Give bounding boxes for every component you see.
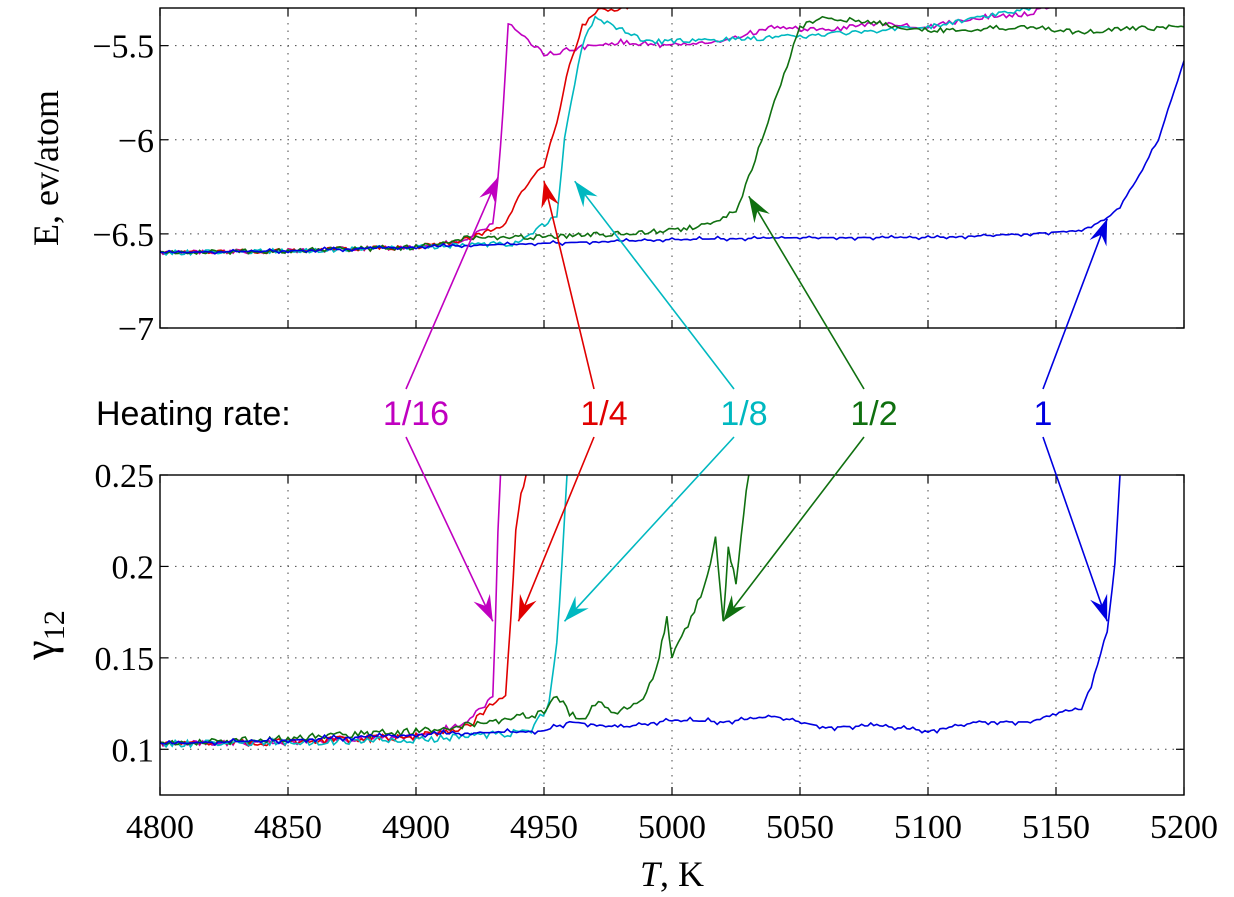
bottom-axes-box	[159, 474, 1185, 796]
top-ticks	[159, 8, 1185, 329]
x-tick-label: 5200	[1150, 809, 1218, 846]
top-series	[160, 8, 1184, 257]
series-line-1-16	[160, 8, 1052, 256]
bottom-y-tick-labels: 0.25 0.2 0.15 0.1	[95, 458, 155, 769]
heating-rate-annotation: Heating rate: 1/16 1/4 1/8 1/2 1	[96, 177, 1108, 622]
top-grid	[160, 8, 1184, 328]
y-tick-label: −7	[118, 311, 154, 348]
bottom-y-axis-label: γ12	[15, 610, 71, 660]
y-tick-label: 0.15	[95, 641, 155, 678]
y-tick-label: 0.1	[112, 732, 155, 769]
arrow-bottom-1-head	[1090, 593, 1108, 622]
x-tick-label: 4800	[126, 809, 194, 846]
arrow-bottom-1-8-head	[564, 596, 589, 622]
y-tick-label: 0.25	[95, 458, 155, 495]
arrow-top-1-2	[748, 195, 865, 390]
bottom-panel: 0.25 0.2 0.15 0.1 4800 4850 4900 4950 5000 5050 5…	[15, 458, 1218, 894]
y-tick-label: −5.5	[92, 29, 154, 66]
arrow-bottom-1-16-head	[473, 593, 493, 622]
series-line-1-4	[160, 475, 527, 747]
arrow-top-1-head	[1089, 218, 1108, 247]
y-tick-label: 0.2	[112, 549, 155, 586]
series-line-1-16	[160, 475, 502, 747]
arrow-bottom-1-4	[517, 436, 595, 622]
arrow-top-1-4	[543, 180, 595, 390]
series-line-1-8	[160, 8, 1036, 257]
heating-rate-label-1: 1	[1034, 395, 1053, 433]
series-line-1	[160, 60, 1184, 255]
heating-rate-label-1-4: 1/4	[580, 395, 627, 433]
x-tick-label: 5000	[638, 809, 706, 846]
series-line-1-2	[160, 15, 1184, 256]
top-panel: −5.5 −6 −6.5 −7 E, ev/atom	[26, 7, 1185, 348]
arrow-bottom-1-2-head	[723, 595, 747, 622]
y-tick-label: −6.5	[92, 217, 154, 254]
x-tick-label: 5050	[766, 809, 834, 846]
x-tick-label: 4900	[382, 809, 450, 846]
bottom-ticks	[159, 474, 1185, 795]
x-tick-label: 4850	[254, 809, 322, 846]
arrow-bottom-1	[1042, 436, 1108, 622]
series-line-1-8	[160, 475, 568, 749]
bottom-x-tick-labels: 4800 4850 4900 4950 5000 5050 5100 5150 5200	[126, 809, 1218, 846]
y-tick-label: −6	[118, 123, 154, 160]
arrow-top-1-8	[574, 180, 735, 390]
heating-rate-label-1-16: 1/16	[383, 395, 449, 433]
x-tick-label: 5150	[1022, 809, 1090, 846]
heating-rate-label-1-8: 1/8	[720, 395, 767, 433]
arrow-top-1	[1042, 218, 1108, 390]
heating-rate-prefix: Heating rate:	[96, 395, 291, 433]
x-axis-label: T, K	[640, 854, 704, 894]
arrow-bottom-1-4-head	[518, 593, 537, 622]
arrow-bottom-1-2	[722, 436, 865, 622]
x-tick-label: 5100	[894, 809, 962, 846]
arrow-top-1-2-head	[748, 196, 770, 224]
heating-rate-label-1-2: 1/2	[850, 395, 897, 433]
series-line-1-2	[160, 475, 750, 746]
arrow-bottom-1-16	[405, 436, 494, 622]
bottom-grid	[160, 475, 1184, 795]
top-y-tick-labels: −5.5 −6 −6.5 −7	[92, 29, 154, 348]
bottom-series	[160, 475, 1121, 749]
arrow-top-1-8-head	[574, 181, 598, 208]
arrow-top-1-16	[405, 177, 499, 390]
x-tick-label: 4950	[510, 809, 578, 846]
series-line-1	[160, 475, 1121, 746]
series-line-1-4	[160, 8, 635, 255]
arrow-bottom-1-8	[563, 436, 735, 622]
arrow-top-1-16-head	[479, 177, 498, 205]
top-y-axis-label: E, ev/atom	[26, 90, 66, 246]
top-axes-box	[159, 7, 1185, 329]
arrow-top-1-4-head	[541, 181, 559, 209]
